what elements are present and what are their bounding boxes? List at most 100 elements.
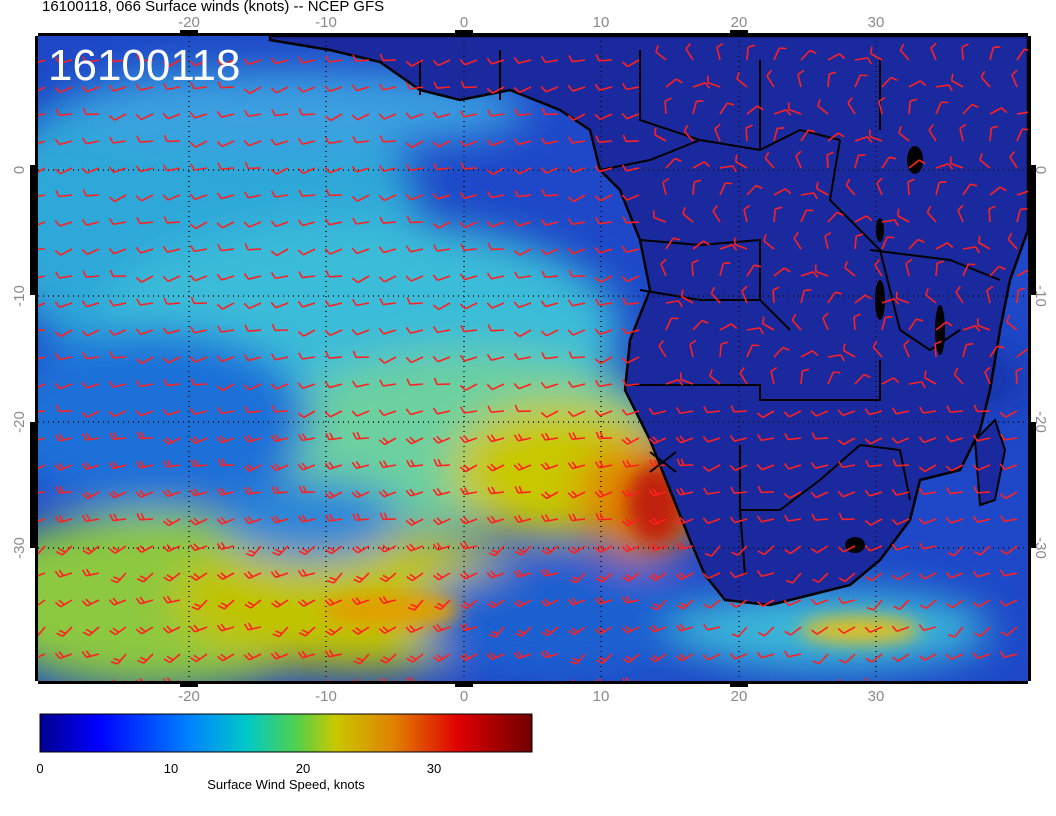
- wind-barb: [221, 248, 235, 252]
- wind-barb-feather: [652, 624, 659, 631]
- wind-barb-feather: [191, 606, 199, 611]
- wind-barb: [60, 167, 73, 175]
- wind-barb: [140, 221, 154, 225]
- wind-barb-feather: [947, 163, 954, 170]
- wind-barb: [60, 599, 73, 608]
- wind-barb: [743, 209, 748, 223]
- wind-barb: [625, 221, 640, 224]
- wind-barb: [143, 653, 154, 664]
- wind-barb-feather: [351, 598, 358, 605]
- wind-barb: [59, 140, 73, 146]
- wind-barb: [195, 221, 208, 230]
- wind-barb-feather: [704, 686, 710, 689]
- wind-barb: [626, 113, 640, 120]
- wind-barb: [385, 653, 397, 664]
- wind-barb-feather: [729, 434, 736, 442]
- wind-barb-feather: [54, 138, 61, 146]
- wind-barb-feather: [301, 569, 307, 576]
- wind-barb-feather: [436, 517, 443, 524]
- wind-barb-feather: [28, 573, 33, 578]
- wind-barb: [248, 59, 262, 66]
- wind-barb-feather: [766, 69, 772, 77]
- wind-barb: [545, 383, 559, 389]
- wind-barb-feather: [324, 299, 331, 307]
- wind-barb-feather: [649, 657, 656, 663]
- wind-barb-feather: [595, 54, 600, 62]
- wind-barb-feather: [541, 549, 549, 555]
- wind-barb-feather: [572, 576, 580, 581]
- longitude-labels-bottom: -20 -10 0 10 20 30: [178, 688, 884, 705]
- wind-barb: [598, 59, 613, 62]
- wind-barb-feather: [887, 236, 895, 239]
- wind-barb: [854, 235, 857, 250]
- wind-barb-feather: [720, 341, 729, 345]
- wind-barb-feather: [625, 544, 632, 551]
- wind-barb-feather: [621, 61, 629, 68]
- wind-barb: [113, 329, 127, 336]
- wind-barb: [384, 437, 397, 446]
- wind-barb: [719, 165, 733, 169]
- wind-barb: [827, 371, 835, 385]
- wind-barb-feather: [139, 656, 148, 662]
- wind-barb: [692, 240, 704, 250]
- wind-barb-feather: [245, 686, 251, 689]
- wind-barb: [680, 491, 694, 496]
- wind-barb-feather: [837, 628, 845, 634]
- wind-barb: [870, 437, 883, 445]
- wind-barb: [140, 86, 154, 91]
- wind-barb-feather: [297, 330, 305, 337]
- wind-barb-feather: [112, 546, 119, 552]
- wind-barb: [463, 248, 478, 251]
- wind-barb: [1007, 238, 1018, 250]
- wind-barb-feather: [271, 405, 276, 413]
- wind-barb-feather: [625, 518, 632, 525]
- wind-barb-feather: [945, 516, 952, 524]
- wind-barb: [275, 518, 289, 524]
- wind-barb-feather: [355, 460, 361, 468]
- wind-barb: [733, 491, 748, 494]
- wind-barb-feather: [622, 658, 630, 664]
- wind-barb-feather: [675, 655, 683, 662]
- wind-barb-feather: [675, 574, 683, 580]
- wind-barb-feather: [113, 432, 118, 440]
- wind-barb-feather: [865, 657, 873, 663]
- wind-barb-feather: [948, 84, 953, 92]
- wind-barb: [222, 653, 235, 662]
- wind-barb-feather: [567, 329, 574, 336]
- wind-barb-feather: [679, 516, 686, 524]
- wind-barb-feather: [972, 434, 978, 442]
- wind-barb-feather: [459, 624, 466, 631]
- wind-barb-feather: [486, 139, 493, 146]
- wind-barb-feather: [406, 378, 411, 386]
- wind-barb-feather: [82, 549, 90, 555]
- wind-barb-feather: [189, 356, 196, 363]
- wind-barb: [221, 518, 235, 525]
- wind-barb: [384, 356, 397, 364]
- wind-barb-feather: [540, 514, 546, 522]
- wind-barb: [329, 329, 343, 337]
- wind-barb-feather: [301, 599, 308, 605]
- wind-barb: [518, 464, 532, 471]
- wind-barb: [897, 653, 910, 662]
- wind-barb: [167, 383, 181, 387]
- wind-barb: [463, 167, 478, 170]
- wind-barb-feather: [969, 183, 978, 187]
- wind-barb: [517, 491, 532, 494]
- wind-barb-feather: [791, 313, 797, 321]
- wind-barb: [681, 572, 694, 580]
- wind-barb-feather: [785, 579, 793, 584]
- wind-barb: [521, 626, 532, 637]
- wind-barb-feather: [243, 302, 250, 309]
- wind-barb-feather: [947, 552, 955, 557]
- wind-barb-feather: [567, 196, 575, 203]
- wind-barb: [1004, 437, 1018, 441]
- wind-barb-feather: [435, 688, 441, 691]
- wind-barb-feather: [460, 406, 465, 414]
- wind-barb-feather: [272, 551, 280, 556]
- wind-barb-feather: [220, 602, 228, 607]
- wind-barb: [168, 437, 181, 445]
- wind-barb: [691, 262, 694, 277]
- wind-barb-feather: [892, 656, 899, 662]
- wind-barb-feather: [685, 42, 691, 50]
- wind-barb-feather: [513, 301, 520, 308]
